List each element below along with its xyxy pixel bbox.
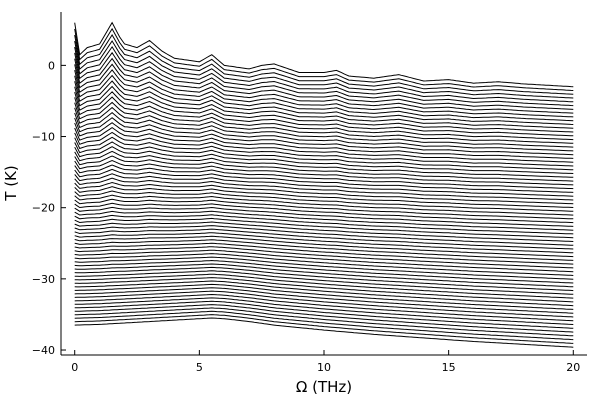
series-line xyxy=(74,122,574,156)
series-line xyxy=(74,91,574,133)
series-line xyxy=(74,225,574,246)
x-tick-label: 5 xyxy=(196,361,203,374)
x-tick-label: 20 xyxy=(566,361,580,374)
series-line xyxy=(74,51,574,107)
y-axis-label: T (K) xyxy=(2,165,20,201)
series-line xyxy=(74,101,574,141)
series-line xyxy=(74,155,574,182)
x-tick-label: 10 xyxy=(317,361,331,374)
series-line xyxy=(74,63,574,114)
series-line xyxy=(74,173,574,197)
y-tick-label: −10 xyxy=(32,131,55,144)
series-line xyxy=(74,186,574,208)
series-line xyxy=(74,106,574,144)
series-line xyxy=(74,141,574,171)
series-line xyxy=(74,85,574,129)
series-line xyxy=(74,45,574,103)
series-line xyxy=(74,214,574,235)
y-tick-label: −20 xyxy=(32,202,55,215)
series-line xyxy=(74,57,574,110)
series-line xyxy=(74,232,574,254)
x-tick-label: 0 xyxy=(71,361,78,374)
series-line xyxy=(74,277,574,303)
series-line xyxy=(74,246,574,269)
series-line xyxy=(74,194,574,216)
series-line xyxy=(74,190,574,212)
series-line xyxy=(74,280,574,307)
series-line xyxy=(74,146,574,174)
series-line xyxy=(74,27,574,91)
series-line xyxy=(74,249,574,273)
series-line xyxy=(74,21,574,88)
series-line xyxy=(74,293,574,322)
series-line xyxy=(74,221,574,242)
series-line xyxy=(74,310,574,341)
series-line xyxy=(74,307,574,337)
series-lines xyxy=(74,21,574,348)
series-line xyxy=(74,159,574,186)
series-line xyxy=(74,253,574,276)
series-line xyxy=(74,181,574,205)
y-tick-label: 0 xyxy=(48,59,55,72)
x-tick-label: 15 xyxy=(442,361,456,374)
series-line xyxy=(74,177,574,201)
axes xyxy=(60,12,587,356)
series-line xyxy=(74,270,574,295)
series-line xyxy=(74,235,574,258)
series-line xyxy=(74,131,574,163)
series-line xyxy=(74,164,574,190)
series-line xyxy=(74,300,574,329)
series-line xyxy=(74,96,574,137)
series-line xyxy=(74,168,574,193)
series-line xyxy=(74,256,574,280)
y-tick-label: −30 xyxy=(32,273,55,286)
series-line xyxy=(74,239,574,261)
y-tick-label: −40 xyxy=(32,344,55,357)
series-line xyxy=(74,263,574,288)
series-line xyxy=(74,117,574,152)
series-line xyxy=(74,317,574,348)
series-line xyxy=(74,228,574,250)
series-line xyxy=(74,290,574,318)
series-line xyxy=(74,242,574,265)
series-line xyxy=(74,126,574,159)
series-line xyxy=(74,217,574,239)
series-line xyxy=(74,210,574,231)
series-line xyxy=(74,40,574,99)
y-ticks: 0 −10 −20 −30 −40 xyxy=(32,59,66,357)
series-line xyxy=(74,150,574,178)
series-line xyxy=(74,34,574,95)
series-line xyxy=(74,314,574,344)
x-axis-label: Ω (THz) xyxy=(296,378,352,396)
series-line xyxy=(74,297,574,325)
x-ticks: 0 5 10 15 20 xyxy=(71,350,580,374)
series-line xyxy=(74,74,574,122)
series-line xyxy=(74,304,574,333)
series-line xyxy=(74,198,574,220)
series-line xyxy=(74,202,574,224)
series-line xyxy=(74,80,574,125)
series-line xyxy=(74,259,574,284)
series-line xyxy=(74,111,574,148)
series-line xyxy=(74,266,574,292)
series-line xyxy=(74,283,574,310)
series-line xyxy=(74,273,574,299)
series-line xyxy=(74,287,574,314)
series-line xyxy=(74,136,574,167)
series-line xyxy=(74,69,574,118)
series-line xyxy=(74,206,574,227)
